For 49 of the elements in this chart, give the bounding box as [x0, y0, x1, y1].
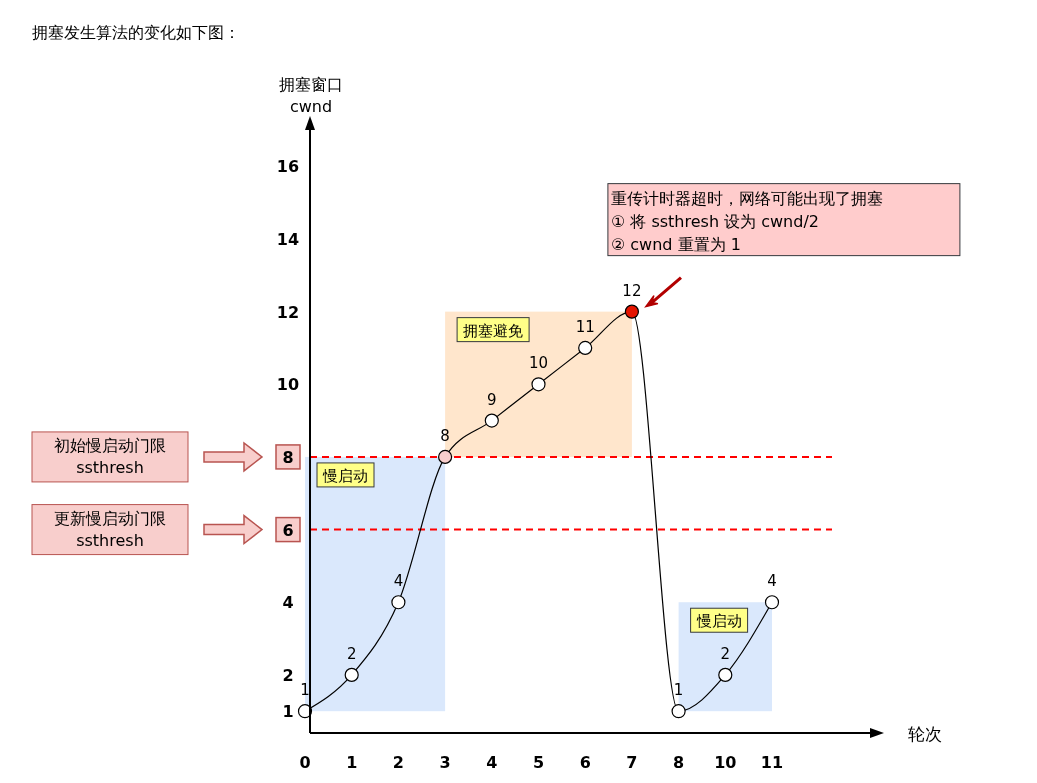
data-label: 10	[528, 354, 549, 373]
x-tick-label: 6	[579, 753, 591, 772]
x-tick-label: 7	[626, 753, 638, 772]
y-tick-label: 12	[276, 302, 300, 322]
point	[764, 595, 780, 610]
x-tick-label: 2	[392, 753, 404, 772]
x-tick-label: 5	[532, 753, 545, 772]
text: 拥塞发生算法的变化如下图：	[32, 23, 240, 42]
text: 初始慢启动门限 ssthresh	[54, 435, 166, 477]
data-label: 11	[575, 317, 595, 336]
data-label: 2	[346, 644, 357, 663]
band-label: 慢启动	[322, 466, 368, 485]
x-tick-label: 4	[486, 753, 498, 772]
point	[391, 595, 406, 610]
band-label: 拥塞避免	[463, 321, 524, 340]
y-tick-label: 6	[282, 520, 294, 540]
x-axis-title: 轮次	[908, 724, 942, 744]
x-tick-label: 10	[714, 753, 737, 772]
data-label: 12	[622, 281, 642, 300]
point	[438, 449, 453, 465]
text: 更新慢启动门限 ssthresh	[54, 508, 166, 550]
data-label: 1	[673, 681, 684, 700]
point	[531, 377, 546, 392]
x-tick-label: 1	[346, 753, 358, 772]
x-tick-label: 11	[760, 753, 784, 772]
band-label: 慢启动	[695, 612, 742, 631]
data-label: 8	[440, 426, 450, 445]
point	[671, 704, 686, 719]
y-tick-label: 1	[282, 702, 294, 722]
data-label: 4	[767, 572, 777, 591]
point	[718, 667, 733, 682]
y-tick-label: 4	[282, 593, 294, 613]
point	[624, 304, 639, 319]
x-tick-label: 0	[299, 753, 311, 772]
annotation: 重传计时器超时，网络可能出现了拥塞 ① 将 ssthresh 设为 cwnd/2 ② cwnd 重置为 1	[610, 188, 883, 254]
x-tick-label: 3	[439, 753, 451, 772]
y-tick-label: 8	[282, 447, 294, 467]
x-tick-label: 8	[673, 753, 685, 772]
point	[344, 667, 359, 682]
y-axis-title: 拥塞窗口 cwnd	[279, 75, 343, 116]
y-tick-label: 10	[276, 375, 300, 395]
data-label: 2	[720, 644, 731, 663]
point	[484, 413, 499, 428]
data-label: 9	[487, 390, 497, 409]
data-label: 4	[393, 572, 404, 591]
y-tick-label: 14	[276, 229, 300, 249]
y-tick-label: 16	[276, 157, 300, 177]
y-tick-label: 2	[282, 665, 294, 685]
point	[578, 340, 593, 356]
